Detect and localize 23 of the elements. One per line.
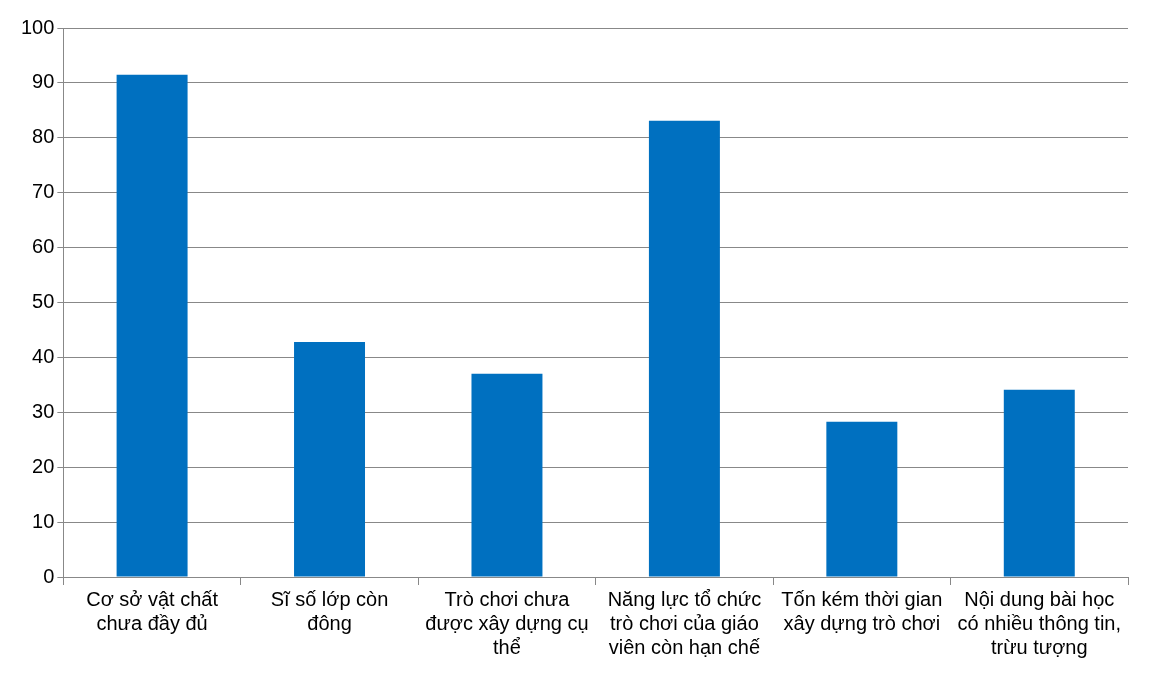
x-tick-label: Trò chơi chưa được xây dựng cụ thể [425,587,589,658]
y-tick-label: 20 [32,454,55,477]
y-tick-label: 10 [32,509,55,532]
y-tick-label: 40 [32,344,55,367]
bar [294,342,366,577]
y-tick-label: 50 [32,290,55,313]
y-tick-label: 100 [20,15,55,38]
bar [1003,389,1075,577]
x-tick-label: Sĩ số lớp còn đông [270,587,389,634]
x-tick-label: Tốn kém thời gian xây dựng trò chơi [781,587,943,634]
y-tick-label: 70 [32,180,55,203]
bar [826,421,898,577]
y-tick-label: 80 [32,125,55,148]
x-tick-label: Cơ sở vật chất chưa đầy đủ [86,587,219,634]
y-tick-label: 90 [32,70,55,93]
bar [471,373,543,577]
y-tick-label: 0 [43,564,55,587]
bar [116,74,188,577]
y-tick-label: 30 [32,399,55,422]
x-tick-label: Năng lực tổ chức trò chơi của giáo viên còn hạn chế [607,587,762,658]
bar [648,120,720,577]
x-tick-label: Nội dung bài học có nhiều thông tin, trừu tượng [957,587,1122,658]
y-tick-label: 60 [32,235,55,258]
